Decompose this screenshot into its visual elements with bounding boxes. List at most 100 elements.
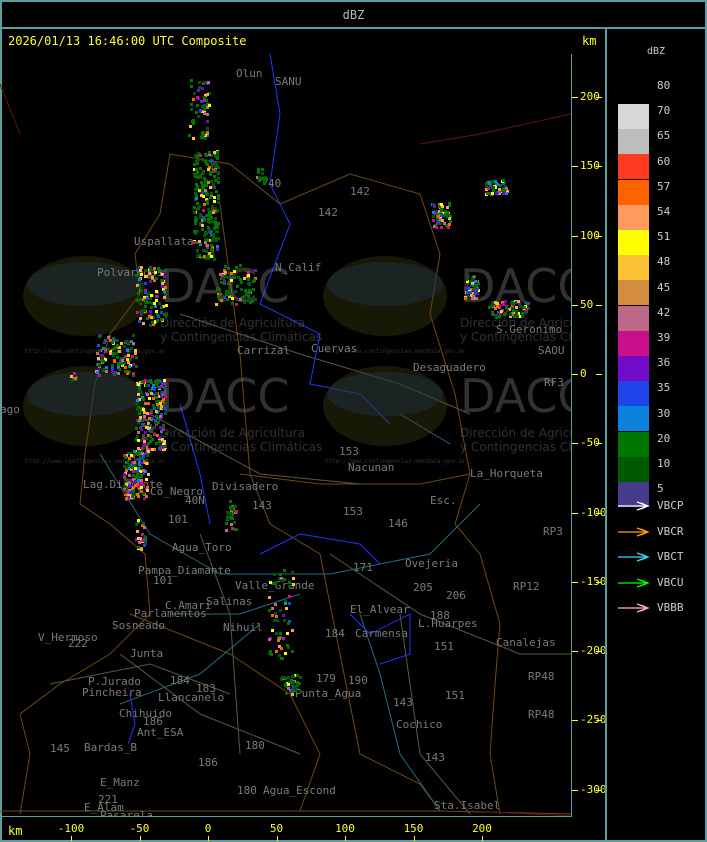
echo-pixel — [208, 151, 211, 154]
echo-pixel — [97, 357, 100, 360]
echo-pixel — [247, 282, 250, 285]
echo-pixel — [281, 579, 284, 582]
echo-pixel — [287, 687, 290, 690]
echo-pixel — [136, 269, 139, 272]
echo-pixel — [209, 213, 212, 216]
echo-pixel — [279, 573, 282, 576]
echo-pixel — [244, 289, 247, 292]
echo-pixel — [145, 437, 148, 440]
echo-pixel — [213, 196, 216, 199]
map-line — [170, 593, 301, 615]
echo-pixel — [131, 461, 134, 464]
echo-pixel — [235, 303, 238, 306]
echo-pixel — [485, 182, 488, 185]
echo-pixel — [211, 239, 214, 242]
echo-pixel — [131, 495, 134, 498]
echo-pixel — [195, 168, 198, 171]
place-label: 143 — [393, 696, 413, 709]
place-label: 142 — [318, 206, 338, 219]
echo-pixel — [160, 306, 163, 309]
echo-pixel — [140, 450, 143, 453]
echo-pixel — [196, 255, 199, 258]
echo-pixel — [241, 296, 244, 299]
echo-pixel — [161, 400, 164, 403]
echo-pixel — [111, 348, 114, 351]
echo-pixel — [225, 529, 228, 532]
echo-pixel — [215, 210, 218, 213]
echo-pixel — [505, 192, 508, 195]
echo-pixel — [193, 206, 196, 209]
echo-pixel — [131, 487, 134, 490]
echo-pixel — [500, 310, 503, 313]
echo-pixel — [292, 681, 295, 684]
map-line — [49, 663, 231, 695]
echo-pixel — [152, 316, 155, 319]
echo-pixel — [212, 255, 215, 258]
echo-pixel — [125, 497, 128, 500]
echo-pixel — [283, 578, 286, 581]
color-swatch — [618, 204, 649, 230]
echo-pixel — [273, 573, 276, 576]
km-unit-top: km — [582, 34, 597, 48]
echo-pixel — [230, 510, 233, 513]
echo-pixel — [299, 676, 302, 679]
echo-pixel — [526, 306, 529, 309]
echo-pixel — [98, 335, 101, 338]
echo-pixel — [213, 169, 216, 172]
scale-label: 45 — [657, 280, 671, 294]
echo-pixel — [144, 541, 147, 544]
echo-pixel — [140, 407, 143, 410]
echo-pixel — [140, 465, 143, 468]
echo-pixel — [206, 244, 209, 247]
echo-pixel — [155, 392, 158, 395]
y-tick-label: 100 — [580, 228, 600, 242]
watermark-text: Dirección de Agricultura — [160, 426, 305, 440]
echo-pixel — [477, 282, 480, 285]
echo-pixel — [210, 244, 213, 247]
echo-pixel — [153, 448, 156, 451]
echo-pixel — [221, 274, 224, 277]
map-line — [0, 83, 21, 135]
echo-pixel — [137, 292, 140, 295]
echo-pixel — [214, 222, 217, 225]
echo-pixel — [73, 372, 76, 375]
echo-pixel — [517, 300, 520, 303]
echo-pixel — [497, 311, 500, 314]
y-tick-label: 150 — [580, 159, 600, 173]
echo-pixel — [146, 486, 149, 489]
echo-pixel — [150, 306, 153, 309]
echo-pixel — [205, 154, 208, 157]
echo-pixel — [154, 421, 157, 424]
place-label: Agua_Escond — [263, 784, 336, 797]
echo-pixel — [240, 288, 243, 291]
scale-label: 60 — [657, 154, 671, 168]
place-label: Co_Negro — [150, 485, 203, 498]
echo-pixel — [97, 344, 100, 347]
echo-pixel — [147, 473, 150, 476]
y-tick-mark — [572, 235, 578, 237]
echo-pixel — [144, 305, 147, 308]
echo-pixel — [498, 304, 501, 307]
map-line — [127, 693, 136, 745]
radar-map[interactable]: DACC Dirección de Agricultura y Contingenc… — [0, 54, 572, 817]
place-label: Carmensa — [355, 627, 408, 640]
echo-pixel — [444, 213, 447, 216]
echo-pixel — [144, 269, 147, 272]
echo-pixel — [475, 297, 478, 300]
echo-pixel — [206, 113, 209, 116]
scale-label: 57 — [657, 179, 671, 193]
echo-pixel — [206, 214, 209, 217]
echo-pixel — [201, 256, 204, 259]
echo-pixel — [488, 182, 491, 185]
echo-pixel — [491, 302, 494, 305]
echo-pixel — [98, 374, 101, 377]
echo-pixel — [137, 393, 140, 396]
title-bar: dBZ — [0, 0, 707, 29]
echo-pixel — [148, 429, 151, 432]
echo-pixel — [147, 380, 150, 383]
echo-pixel — [206, 103, 209, 106]
echo-pixel — [125, 469, 128, 472]
echo-pixel — [275, 615, 278, 618]
echo-pixel — [155, 410, 158, 413]
echo-pixel — [203, 255, 206, 258]
